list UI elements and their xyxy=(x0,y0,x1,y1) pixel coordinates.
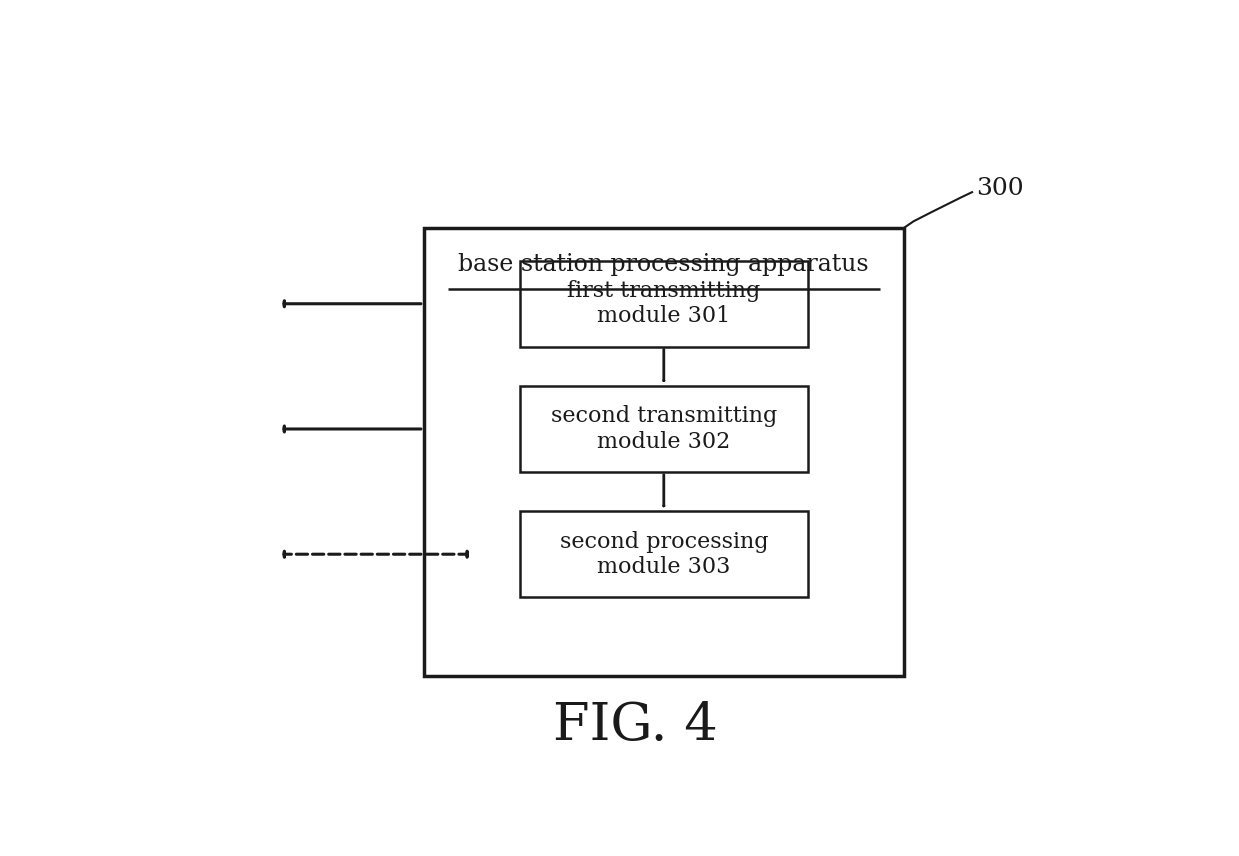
Bar xyxy=(424,228,904,676)
Text: second processing
module 303: second processing module 303 xyxy=(560,531,768,578)
Text: first transmitting
module 301: first transmitting module 301 xyxy=(567,280,761,328)
Bar xyxy=(520,511,808,597)
Text: base station processing apparatus: base station processing apparatus xyxy=(458,253,869,276)
Bar xyxy=(520,386,808,472)
Bar xyxy=(520,261,808,347)
Text: 300: 300 xyxy=(976,177,1023,200)
Text: second transmitting
module 302: second transmitting module 302 xyxy=(550,405,777,453)
Text: FIG. 4: FIG. 4 xyxy=(553,700,717,751)
